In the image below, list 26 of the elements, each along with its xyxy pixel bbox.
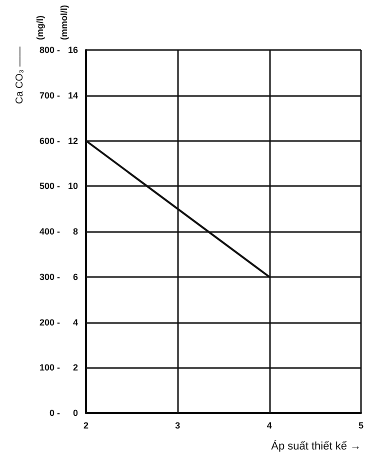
y-tick-label: 100 - xyxy=(39,362,60,373)
y-tick-label: 800 - xyxy=(39,45,60,55)
y2-tick-label: 2 xyxy=(72,362,78,373)
y2-tick-label: 12 xyxy=(68,136,78,146)
y-tick-label: 200 - xyxy=(39,317,60,328)
x-axis-title: Áp suất thiết kế → xyxy=(271,440,361,452)
y2-tick-label: 6 xyxy=(72,272,78,282)
y2-tick-label: 0 xyxy=(72,408,78,418)
y2-tick-label: 4 xyxy=(72,317,78,328)
x-tick-label: 4 xyxy=(266,420,272,430)
x-tick-label: 5 xyxy=(358,420,364,430)
text: (mg/l) xyxy=(35,16,45,40)
y-tick-label: 500 - xyxy=(39,181,60,192)
y-tick-label: 300 - xyxy=(39,272,60,282)
y-tick-label: 400 - xyxy=(39,226,60,236)
y2-tick-label: 14 xyxy=(68,90,78,100)
y2-tick-label: 8 xyxy=(72,226,78,236)
y-tick-label: 700 - xyxy=(39,90,60,100)
x-tick-label: 2 xyxy=(83,420,89,430)
x-tick-label: 3 xyxy=(175,420,180,430)
y-tick-label: 600 - xyxy=(39,136,60,146)
y-tick-label: 0 - xyxy=(49,408,60,418)
text: (mmol/l) xyxy=(59,5,69,40)
y-axis-title: Ca CO₃ —— xyxy=(14,46,26,104)
y2-tick-label: 10 xyxy=(68,181,78,192)
y2-tick-label: 16 xyxy=(68,45,78,55)
